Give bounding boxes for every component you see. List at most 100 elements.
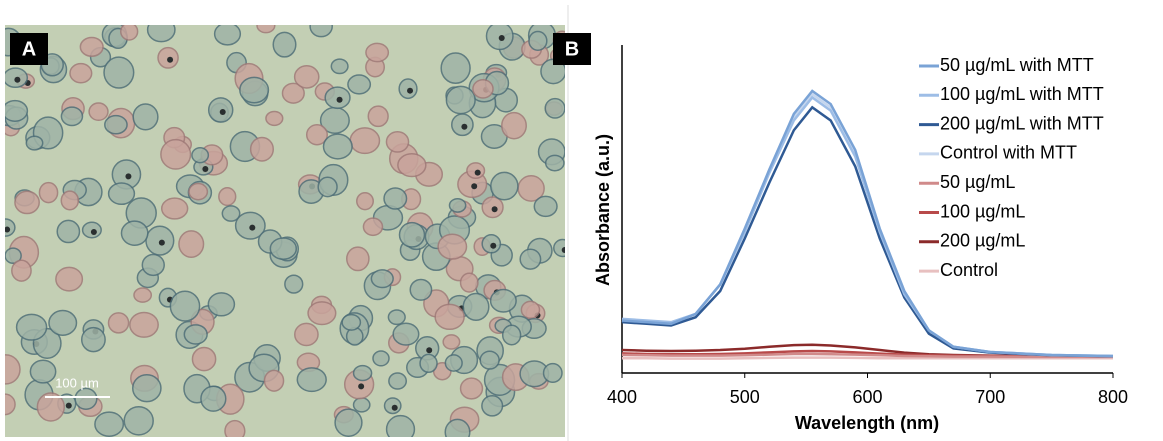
cell	[265, 110, 284, 127]
cell	[281, 82, 305, 104]
cell	[107, 182, 136, 206]
cell	[284, 274, 304, 294]
cell	[397, 153, 427, 178]
cell	[224, 419, 246, 437]
cell	[14, 190, 40, 215]
cell	[520, 300, 541, 320]
cell	[383, 187, 408, 210]
cell	[370, 269, 394, 289]
cell	[239, 76, 270, 104]
granule	[407, 87, 414, 94]
granule	[158, 239, 165, 246]
cell	[249, 136, 275, 162]
granule	[491, 206, 498, 213]
cell	[60, 190, 80, 211]
cell	[107, 312, 130, 334]
granule	[474, 169, 481, 176]
series-line	[621, 105, 1114, 358]
cell	[74, 387, 98, 410]
cell	[309, 25, 333, 38]
legend-label: 100 µg/mL	[940, 201, 1025, 221]
cell	[481, 394, 504, 417]
cell	[367, 105, 389, 128]
series-line	[621, 352, 1113, 359]
cell	[307, 301, 337, 326]
cell	[191, 346, 217, 372]
cell	[544, 154, 565, 172]
cell	[69, 62, 93, 84]
granule	[65, 402, 72, 409]
cell	[385, 414, 416, 437]
x-axis-label: Wavelength (nm)	[795, 413, 939, 433]
cell	[94, 411, 125, 437]
cell	[434, 303, 465, 331]
cell	[317, 176, 338, 198]
cell	[160, 197, 189, 220]
x-tick-label: 700	[975, 387, 1005, 407]
panel-label-box	[10, 33, 48, 65]
cell	[221, 205, 241, 222]
granule	[167, 56, 174, 63]
cell	[178, 230, 205, 258]
cell	[501, 324, 522, 346]
cell	[444, 418, 471, 437]
cell	[269, 237, 298, 260]
series-line	[621, 89, 1114, 358]
granule	[5, 226, 11, 233]
cell	[388, 372, 408, 390]
legend-label: 50 µg/mL with MTT	[940, 55, 1094, 75]
cell	[392, 322, 420, 346]
cell	[200, 385, 227, 412]
granule	[358, 383, 365, 390]
micrograph	[5, 25, 565, 437]
cell	[442, 334, 461, 350]
cell	[542, 362, 563, 384]
cell	[372, 350, 390, 367]
cell	[296, 367, 327, 393]
granule	[336, 96, 343, 103]
granule	[561, 247, 565, 254]
cell	[489, 288, 517, 313]
cell	[341, 313, 362, 331]
cell	[120, 220, 149, 246]
cell	[123, 406, 154, 436]
granule	[14, 76, 21, 83]
cell	[349, 127, 381, 155]
cell	[131, 374, 162, 403]
cell	[330, 58, 349, 75]
cell	[11, 259, 32, 282]
cell	[362, 217, 384, 237]
cell	[385, 130, 410, 153]
cell	[169, 290, 201, 322]
cell	[365, 42, 390, 63]
cell	[544, 97, 565, 119]
cell	[141, 253, 165, 277]
cell	[213, 25, 242, 46]
cell	[459, 377, 484, 400]
x-tick-label: 600	[852, 387, 882, 407]
cell	[133, 287, 153, 303]
cell	[440, 52, 471, 84]
cell	[191, 146, 210, 164]
x-tick-label: 800	[1098, 387, 1128, 407]
x-tick-label: 500	[730, 387, 760, 407]
cell	[444, 354, 463, 372]
cell	[25, 135, 44, 151]
granule	[202, 165, 209, 172]
cell	[36, 392, 65, 422]
cell	[322, 133, 353, 160]
cell	[160, 138, 192, 170]
cell	[38, 181, 59, 204]
cell	[490, 171, 519, 201]
cell	[346, 246, 370, 272]
cell	[352, 397, 371, 413]
legend-label: 200 µg/mL	[940, 231, 1025, 251]
cell	[352, 364, 373, 382]
scale-bar-label: 100 µm	[55, 375, 99, 390]
cell	[29, 359, 57, 384]
cell	[207, 292, 236, 317]
cell	[218, 187, 237, 207]
granule	[471, 183, 478, 190]
granule	[125, 173, 132, 180]
